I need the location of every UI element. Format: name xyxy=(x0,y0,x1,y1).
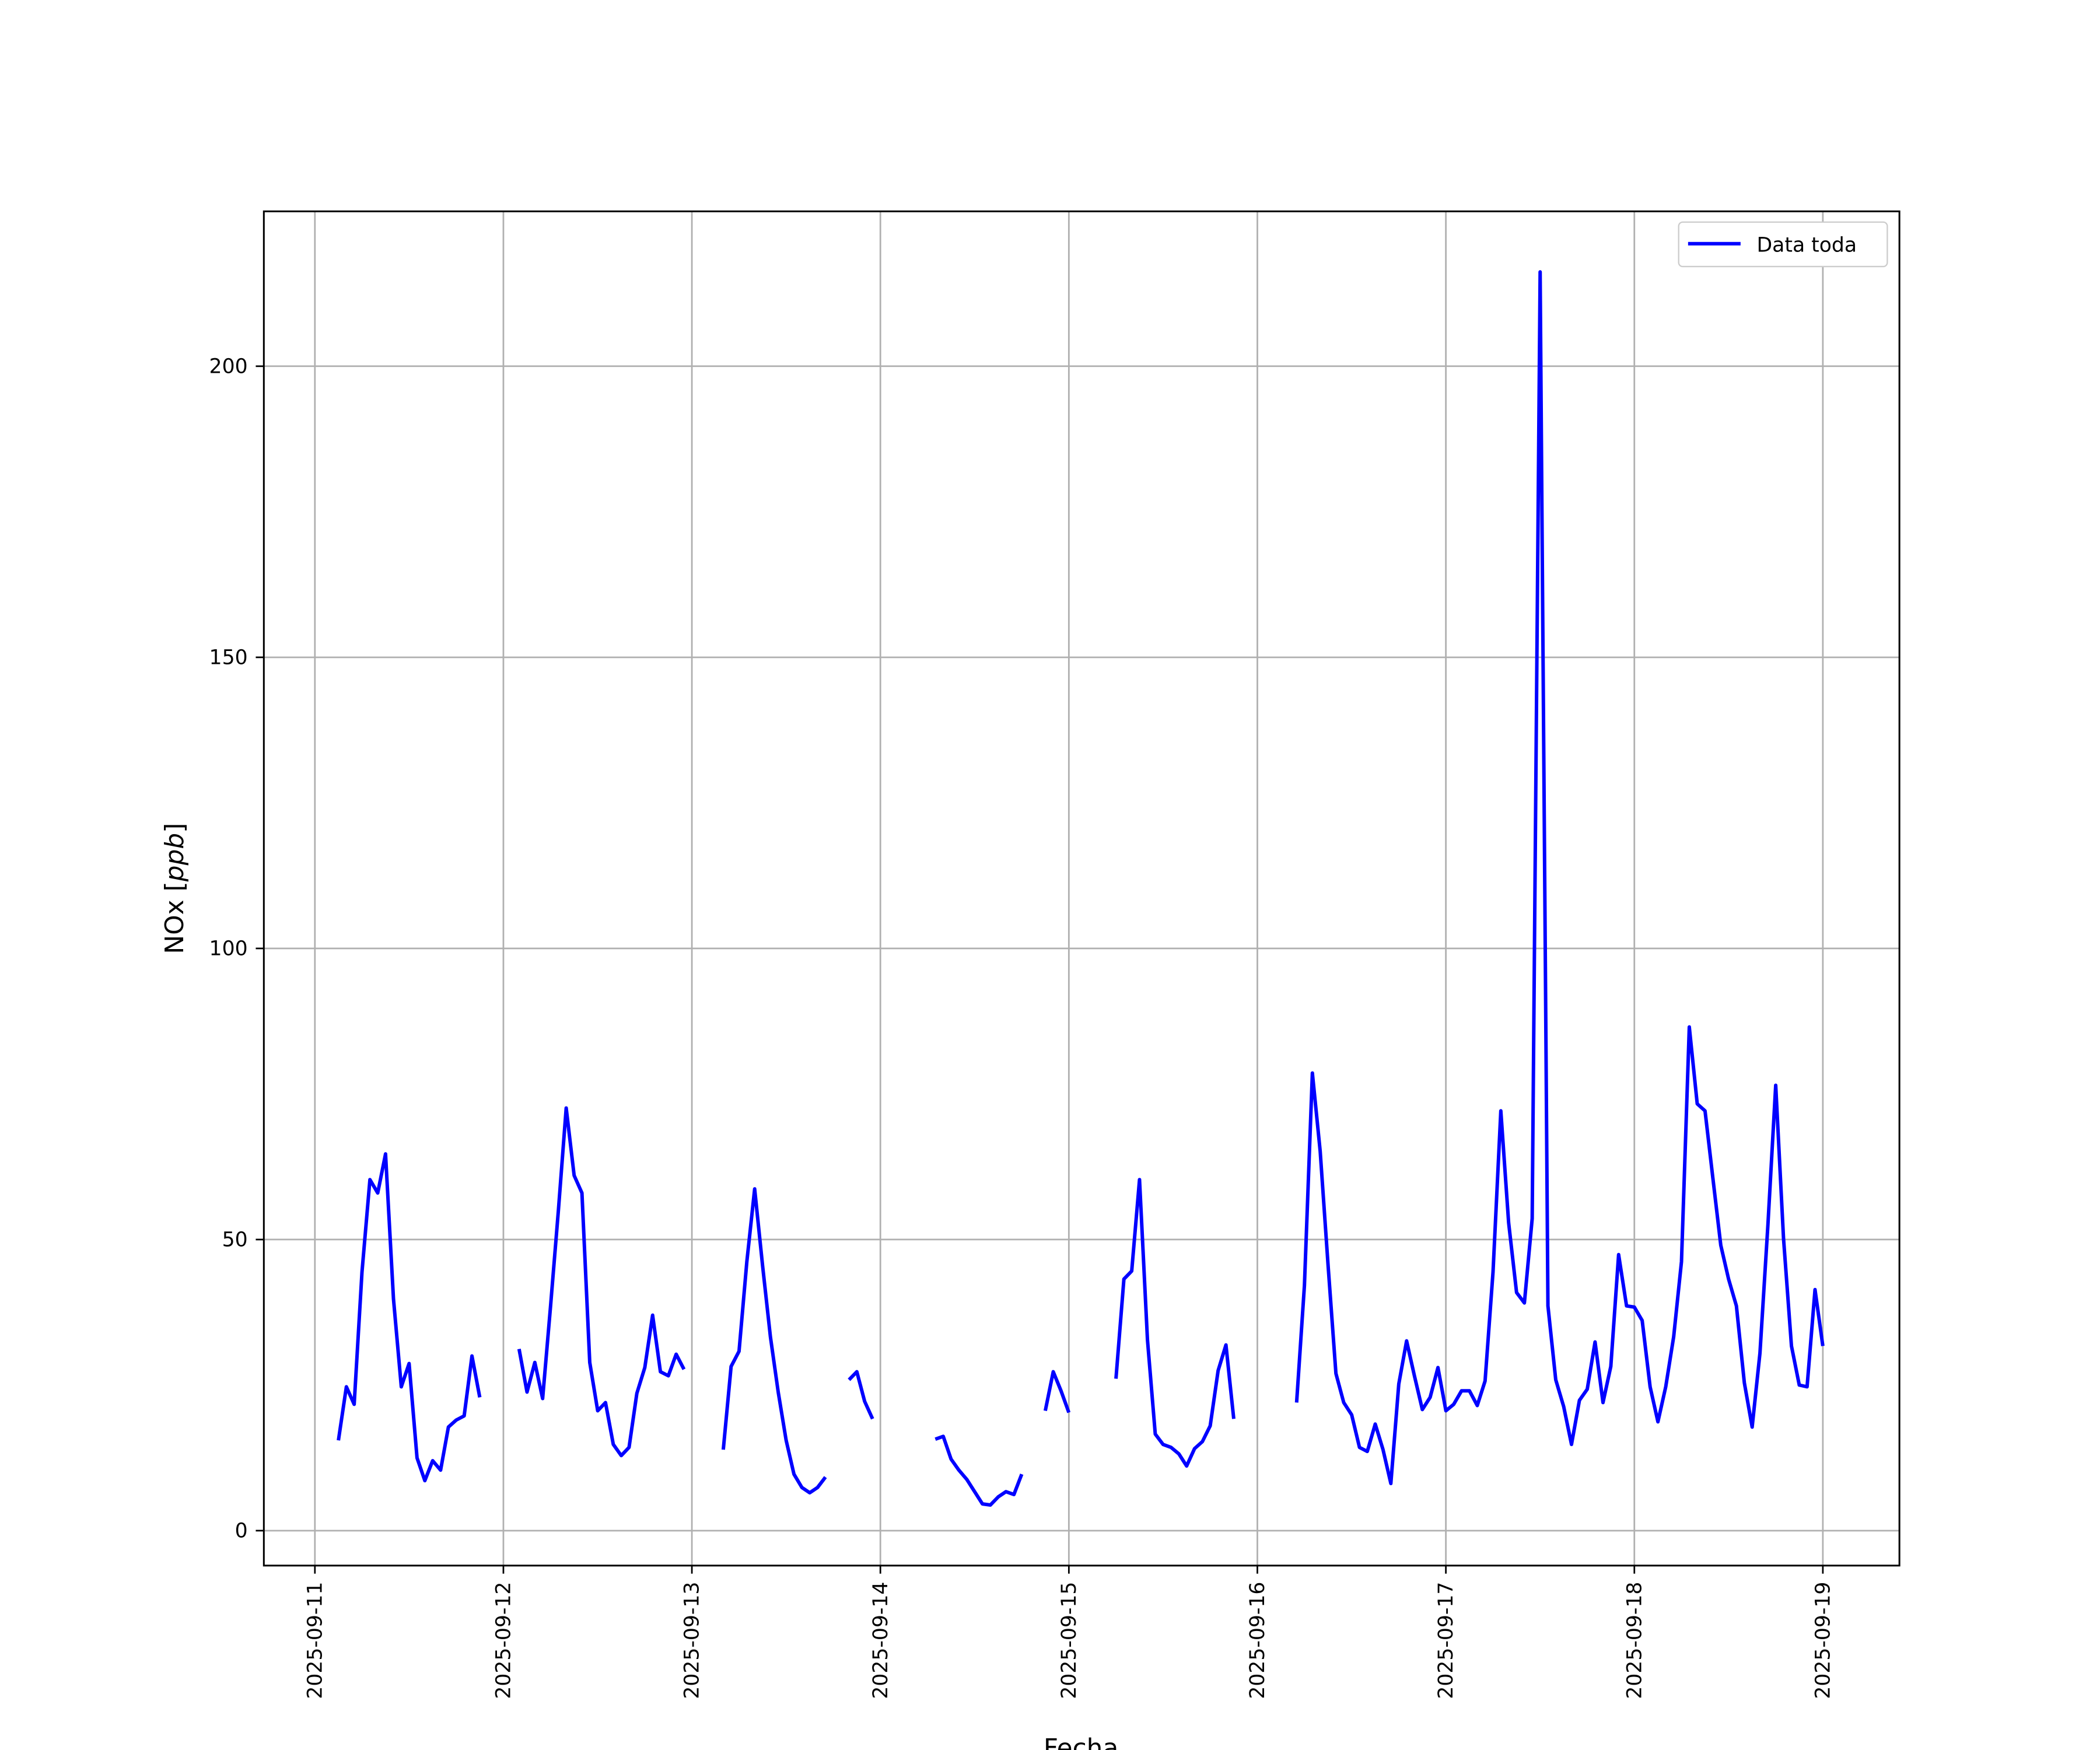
series-line-segment xyxy=(848,1370,874,1420)
legend-box xyxy=(1678,221,1888,268)
series-line-segment xyxy=(337,1152,482,1483)
y-axis-label-text: NOx [ xyxy=(160,881,190,954)
y-tick-label: 100 xyxy=(209,937,248,960)
x-tick-label: 2025-09-11 xyxy=(303,1582,327,1699)
grid xyxy=(264,211,1900,1566)
series-line-segment xyxy=(1114,1178,1236,1468)
series-line-segment xyxy=(1294,270,1825,1486)
x-tick-label: 2025-09-18 xyxy=(1623,1582,1646,1699)
y-tick-label: 200 xyxy=(209,355,248,378)
x-tick-label: 2025-09-14 xyxy=(869,1582,892,1699)
y-axis-label: NOx [ppb] xyxy=(160,823,190,954)
series-line-segment xyxy=(935,1434,1024,1507)
x-tick-label: 2025-09-16 xyxy=(1246,1582,1269,1699)
series-lines xyxy=(337,270,1825,1507)
series-line-segment xyxy=(517,1106,686,1458)
x-tick-label: 2025-09-15 xyxy=(1058,1582,1081,1699)
series-line-segment xyxy=(1043,1370,1071,1413)
y-axis-label-unit: ppb xyxy=(160,833,190,882)
plot-frame xyxy=(262,210,1901,1567)
x-axis-label: Fecha xyxy=(1044,1734,1119,1750)
y-tick-label: 0 xyxy=(235,1519,248,1542)
x-tick-label: 2025-09-17 xyxy=(1434,1582,1458,1699)
x-axis-ticks: 2025-09-11 2025-09-12 2025-09-13 2025-09-14… xyxy=(303,1565,1835,1699)
y-tick-label: 50 xyxy=(222,1228,248,1251)
x-tick-label: 2025-09-13 xyxy=(681,1582,704,1699)
series-line-segment xyxy=(721,1187,827,1494)
x-tick-label: 2025-09-19 xyxy=(1811,1582,1835,1699)
y-axis-ticks: 0 50 100 150 200 xyxy=(209,355,264,1543)
legend-label: Data toda xyxy=(1757,234,1857,257)
y-axis-label-end: ] xyxy=(160,823,190,833)
legend: Data toda xyxy=(1678,221,1888,268)
y-tick-label: 150 xyxy=(209,646,248,669)
x-tick-label: 2025-09-12 xyxy=(492,1582,515,1699)
